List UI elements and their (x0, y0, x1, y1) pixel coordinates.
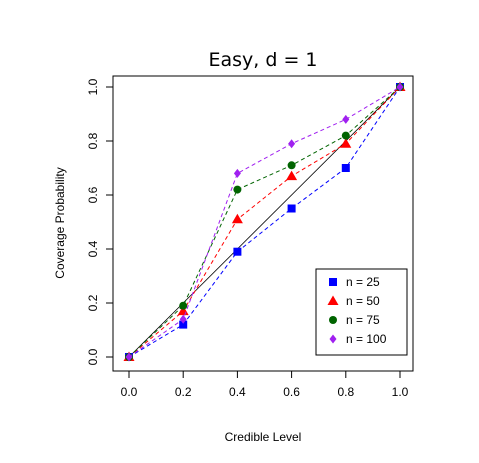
x-axis-title: Credible Level (225, 430, 302, 444)
legend: n = 25 n = 50 n = 75 n = 100 (315, 268, 408, 356)
chart-title: Easy, d = 1 (208, 49, 317, 71)
x-tick-label: 0.0 (121, 385, 138, 399)
data-point (125, 352, 133, 362)
plot-area-box (112, 75, 414, 372)
legend-marker (329, 316, 337, 324)
x-tick-label: 1.0 (392, 385, 409, 399)
y-tick-label: 0.4 (86, 240, 100, 257)
data-point (288, 139, 296, 149)
data-point (233, 168, 241, 178)
legend-label: n = 50 (346, 294, 380, 308)
x-tick-label: 0.4 (229, 385, 246, 399)
legend-marker (327, 295, 339, 305)
series-line (128, 86, 401, 358)
y-tick-label: 0.6 (86, 186, 100, 203)
x-tick-label: 0.2 (175, 385, 192, 399)
y-tick-label: 0.2 (86, 294, 100, 311)
data-point (231, 213, 243, 224)
x-axis: 0.0 0.2 0.4 0.6 0.8 1.0 (121, 371, 409, 399)
legend-label: n = 100 (346, 332, 387, 346)
series-group (123, 81, 406, 362)
legend-marker (329, 278, 337, 286)
data-point (233, 185, 242, 194)
data-point (341, 164, 350, 172)
data-point (287, 161, 296, 170)
reference-diagonal-line (128, 86, 401, 358)
data-point (340, 138, 352, 148)
data-point (342, 114, 350, 124)
y-tick-label: 0.8 (86, 132, 100, 149)
y-axis-title: Coverage Probability (53, 167, 67, 278)
data-point (341, 131, 350, 140)
data-point (179, 320, 188, 329)
legend-label: n = 25 (346, 275, 380, 289)
series-line (128, 86, 401, 358)
y-tick-label: 1.0 (86, 78, 100, 95)
legend-marker (329, 334, 337, 344)
y-tick-label: 0.0 (86, 348, 100, 365)
data-point (396, 82, 404, 92)
data-point (287, 204, 296, 213)
y-axis: 0.0 0.2 0.4 0.6 0.8 1.0 (86, 78, 113, 365)
x-tick-label: 0.6 (283, 385, 300, 399)
data-point (233, 247, 242, 256)
series-line (128, 86, 401, 358)
series-n-100 (125, 82, 404, 362)
data-point (286, 170, 298, 181)
data-point (179, 314, 187, 324)
data-point (179, 301, 188, 310)
x-tick-label: 0.8 (337, 385, 354, 399)
series-line (128, 86, 401, 358)
legend-label: n = 75 (346, 313, 380, 327)
